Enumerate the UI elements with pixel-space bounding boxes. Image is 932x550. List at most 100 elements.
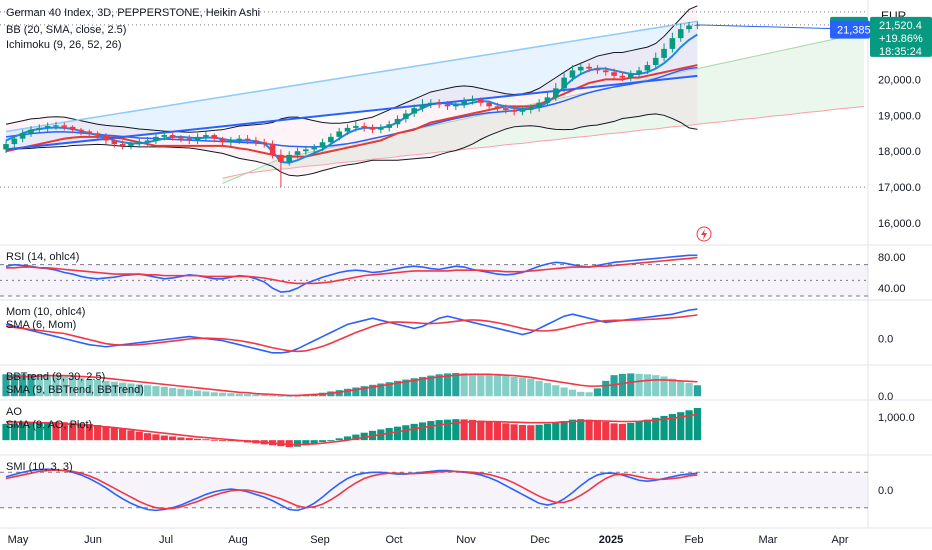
time-tick-label: Oct: [385, 534, 402, 546]
ao-bar: [202, 439, 210, 441]
bbtrend-bar: [627, 373, 635, 397]
ao-bar: [593, 420, 602, 441]
candle-body: [69, 126, 76, 130]
bbtrend-bar: [119, 382, 127, 397]
band-fill: [0, 472, 868, 508]
time-axis[interactable]: May Jun Jul Aug Sep Oct Nov Dec 2025 Feb Mar Apr: [8, 534, 849, 546]
price-axis[interactable]: 20,000.0 19,000.0 18,000.0 17,000.0 16,000.0…: [878, 74, 921, 497]
candle-body: [111, 140, 118, 145]
candle-body: [494, 106, 501, 109]
bbtrend-bar: [268, 395, 277, 397]
candle-body: [686, 25, 692, 30]
bbtrend-bar: [343, 388, 352, 397]
ao-bar: [60, 422, 68, 441]
ao-bar: [302, 440, 310, 446]
bbtrend-bar: [502, 376, 510, 397]
candle-body: [328, 136, 334, 143]
time-tick-label: Dec: [530, 534, 550, 546]
price-tag[interactable]: [870, 16, 932, 57]
smi-pane[interactable]: [0, 468, 868, 512]
projection-tag-value: 21,385: [837, 25, 871, 37]
bbtrend-bar: [410, 378, 418, 397]
ichimoku-cloud: [222, 32, 864, 184]
candle-body: [28, 129, 34, 134]
candle-body: [536, 102, 542, 109]
candle-body: [319, 142, 326, 148]
bbtrend-bar: [243, 394, 252, 397]
ao-bar: [552, 422, 560, 441]
bbtrend-pane[interactable]: [2, 372, 701, 398]
candle-body: [636, 70, 642, 75]
momentum-series-line: [5, 314, 698, 353]
ao-bar: [627, 422, 635, 441]
candle-body: [469, 99, 476, 101]
ichimoku-span-b: [222, 105, 865, 179]
main-price-pane[interactable]: [0, 5, 869, 242]
momentum-title: Mom (10, ohlc4): [6, 306, 85, 318]
bbtrend-bar: [452, 372, 460, 397]
ao-bar: [427, 421, 435, 441]
bbtrend-bar: [110, 381, 118, 397]
bbtrend-bar: [127, 383, 135, 397]
ao-bar: [85, 424, 93, 441]
bbtrend-bar: [335, 390, 343, 397]
ao-bar: [402, 425, 410, 441]
rsi-pane[interactable]: [0, 254, 868, 297]
candle-body: [453, 104, 459, 107]
candle-body: [169, 135, 176, 137]
smi-tick-label: 0.0: [878, 485, 893, 497]
candle-body: [619, 75, 626, 78]
candle-body: [419, 104, 426, 109]
ao-bar: [485, 421, 493, 441]
channel-fill: [6, 21, 698, 150]
ao-bar: [127, 430, 135, 441]
ao-bar: [677, 412, 685, 441]
bbtrend-bar: [643, 374, 652, 397]
bbtrend-bar: [418, 376, 427, 397]
candle-body: [194, 136, 201, 141]
bbtrend-bar: [302, 395, 310, 397]
momentum-pane[interactable]: [5, 308, 698, 354]
candle-body: [203, 135, 209, 137]
bbtrend-bar: [668, 378, 676, 397]
bbtrend-bar: [543, 383, 552, 397]
lightning-icon: [701, 229, 707, 240]
trend-line[interactable]: [5, 74, 698, 151]
ao-bar: [144, 433, 152, 441]
candle-body: [303, 149, 309, 152]
bbtrend-sma-line: [5, 373, 698, 397]
bbtrend-bar: [10, 374, 18, 397]
bbtrend-bar: [177, 388, 185, 397]
ao-bar: [119, 428, 127, 441]
time-tick-label: Mar: [759, 534, 778, 546]
bbtrend-bar: [527, 378, 535, 397]
candle-body: [228, 140, 234, 143]
candle-body: [119, 144, 126, 146]
channel-line[interactable]: [5, 20, 698, 133]
candle-body: [353, 126, 359, 128]
candle-body: [461, 100, 467, 105]
candle-body: [669, 38, 676, 49]
bbtrend-bar: [552, 385, 560, 397]
candle-body: [261, 142, 268, 145]
bbtrend-bar: [618, 373, 627, 397]
time-tick-label: Jul: [159, 534, 173, 546]
bbtrend-bar: [377, 383, 385, 397]
projection-tag: [830, 20, 870, 39]
candle-body: [403, 113, 409, 119]
bbtrend-bar: [235, 393, 243, 397]
ao-bar: [227, 440, 235, 442]
rsi-tick-label: 80.00: [878, 252, 906, 264]
time-tick-label: May: [8, 534, 29, 546]
ao-sma-line: [6, 413, 698, 446]
ao-bar: [10, 423, 18, 441]
ao-bar: [477, 420, 485, 441]
time-tick-label: Apr: [831, 534, 848, 546]
bbtrend-bar: [435, 374, 443, 397]
ao-bar: [19, 422, 27, 441]
candle-body: [561, 77, 567, 89]
ao-bar: [518, 425, 527, 441]
ao-pane[interactable]: [2, 407, 701, 448]
bbtrend-bar: [585, 392, 593, 397]
